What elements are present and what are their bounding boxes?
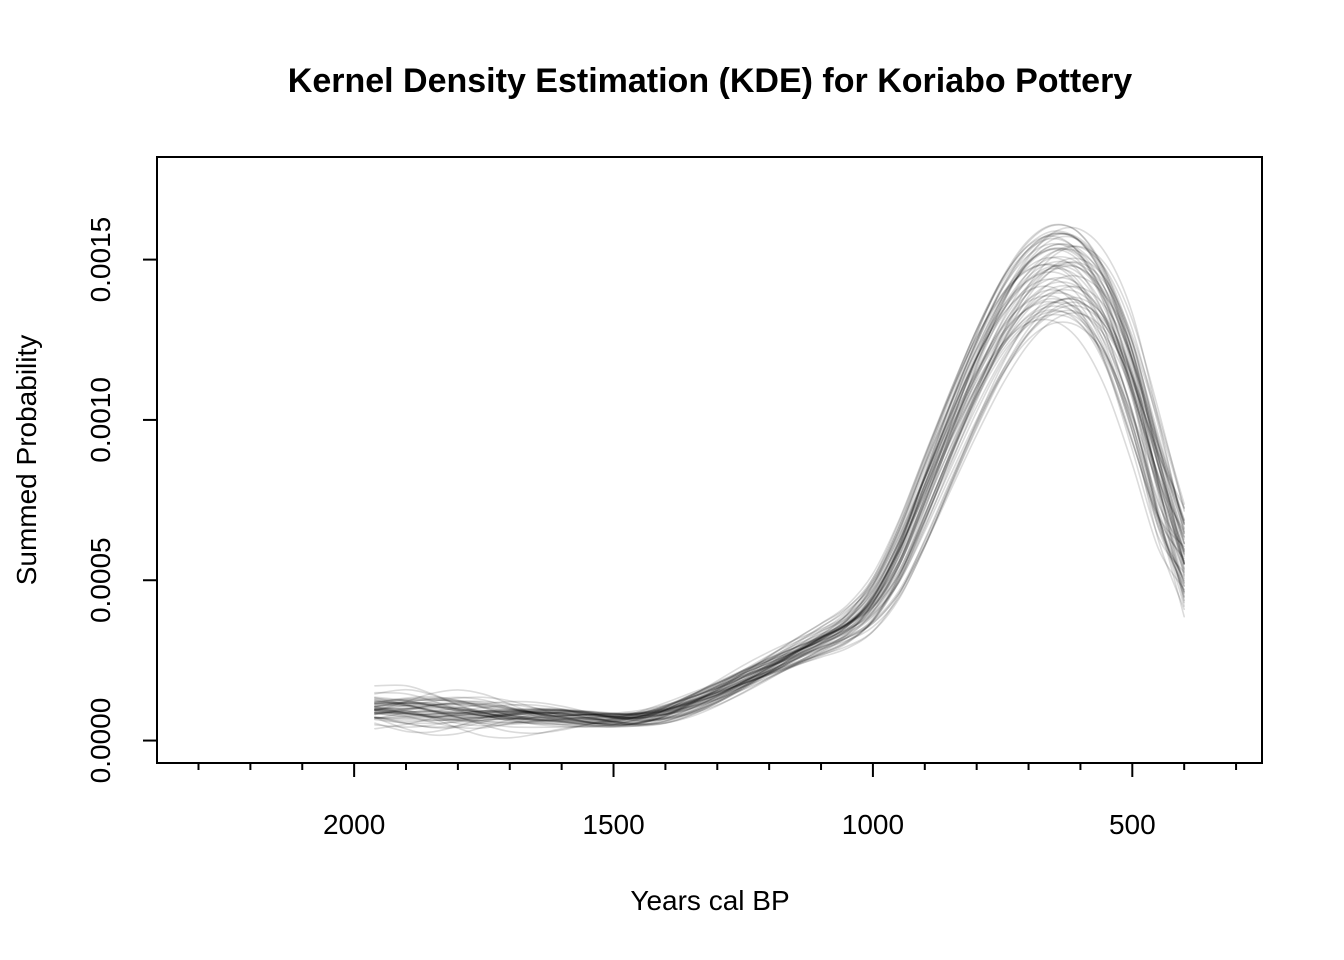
kde-replicate-line (374, 296, 1185, 726)
plot-frame (156, 156, 1263, 764)
kde-replicate-line (374, 235, 1185, 726)
kde-replicate-line (374, 264, 1185, 725)
kde-replicate-line (374, 255, 1185, 719)
kde-replicate-line (374, 245, 1185, 730)
kde-replicate-line (374, 274, 1185, 720)
chart-title: Kernel Density Estimation (KDE) for Kori… (288, 62, 1133, 100)
kde-replicate-line (374, 226, 1185, 721)
kde-replicate-line (374, 321, 1185, 728)
kde-replicate-line (374, 263, 1185, 735)
kde-replicate-line (374, 301, 1185, 725)
kde-replicate-line (374, 318, 1185, 739)
kde-replicate-line (374, 281, 1185, 727)
kde-replicate-line (374, 300, 1185, 720)
kde-replicate-line (374, 304, 1185, 721)
kde-replicate-line (374, 294, 1185, 726)
kde-replicate-line (374, 256, 1185, 725)
kde-replicate-line (374, 289, 1185, 727)
kde-replicate-line (374, 285, 1185, 728)
kde-replicate-line (374, 313, 1185, 725)
kde-replicate-line (374, 309, 1185, 724)
kde-replicate-line (374, 247, 1185, 723)
x-axis-label: Years cal BP (630, 885, 789, 916)
kde-replicate-line (374, 301, 1185, 730)
kde-replicate-line (374, 285, 1185, 729)
kde-replicate-line (374, 263, 1185, 721)
y-tick-label: 0.0005 (85, 537, 116, 623)
kde-replicate-line (374, 309, 1185, 728)
kde-replicate-line (374, 230, 1185, 717)
kde-replicate-line (374, 260, 1185, 717)
kde-replicate-lines (374, 223, 1185, 739)
kde-replicate-line (374, 232, 1185, 720)
kde-replicate-line (374, 276, 1185, 719)
kde-replicate-line (374, 223, 1185, 721)
kde-replicate-line (374, 312, 1185, 726)
y-tick-label: 0.0000 (85, 698, 116, 784)
x-axis: 2000 1500 1000 500 (197, 763, 1238, 840)
kde-replicate-line (374, 288, 1185, 721)
kde-replicate-line (374, 297, 1185, 722)
kde-replicate-line (374, 305, 1185, 725)
kde-replicate-line (374, 232, 1185, 734)
y-axis: 0.0000 0.0005 0.0010 0.0015 (85, 217, 157, 784)
kde-replicate-line (374, 224, 1185, 720)
kde-replicate-line (374, 243, 1185, 723)
kde-replicate-line (374, 257, 1185, 720)
kde-replicate-line (374, 232, 1185, 728)
kde-replicate-line (374, 278, 1185, 727)
kde-replicate-line (374, 245, 1185, 728)
kde-replicate-line (374, 265, 1185, 721)
y-tick-label: 0.0010 (85, 377, 116, 463)
x-tick-label: 1500 (582, 809, 644, 840)
kde-replicate-line (374, 242, 1185, 722)
kde-replicate-line (374, 248, 1185, 726)
kde-replicate-line (374, 237, 1185, 729)
kde-replicate-line (374, 235, 1185, 725)
kde-replicate-line (374, 271, 1185, 724)
kde-replicate-line (374, 232, 1185, 727)
kde-replicate-line (374, 267, 1185, 737)
kde-replicate-line (374, 298, 1185, 725)
x-tick-label: 2000 (323, 809, 385, 840)
y-tick-label: 0.0015 (85, 217, 116, 303)
kde-replicate-line (374, 261, 1185, 726)
kde-replicate-line (374, 310, 1185, 724)
kde-replicate-line (374, 284, 1185, 723)
kde-replicate-line (374, 292, 1185, 724)
kde-replicate-line (374, 243, 1185, 726)
kde-replicate-line (374, 247, 1185, 722)
x-tick-label: 1000 (842, 809, 904, 840)
kde-replicate-line (374, 263, 1185, 720)
y-axis-label: Summed Probability (11, 335, 42, 586)
kde-replicate-line (374, 261, 1185, 718)
x-tick-label: 500 (1109, 809, 1156, 840)
kde-replicate-line (374, 248, 1185, 719)
kde-replicate-line (374, 297, 1185, 728)
